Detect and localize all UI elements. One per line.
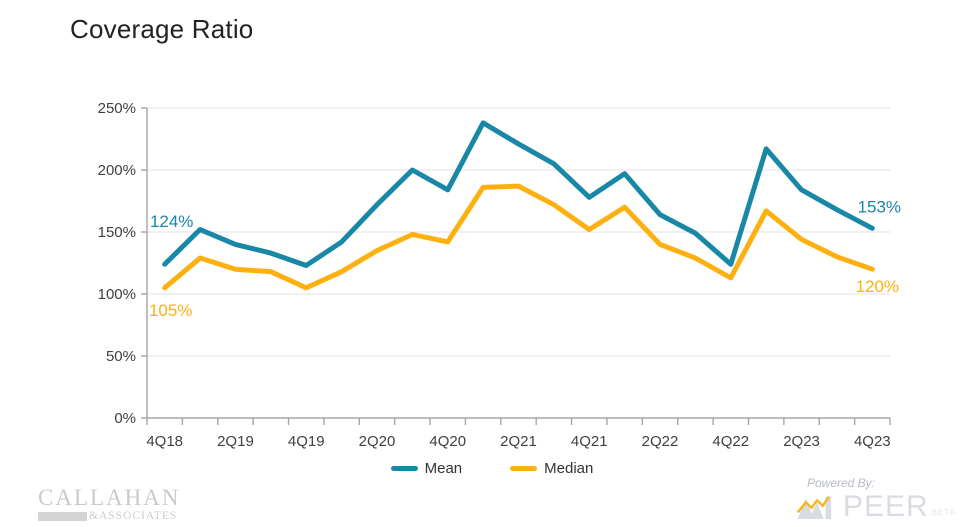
peer-logo-row: PEER BETA bbox=[797, 490, 956, 524]
x-axis-label: 4Q18 bbox=[146, 433, 183, 450]
powered-by-text: Powered By: bbox=[806, 476, 876, 490]
x-axis-label: 2Q20 bbox=[359, 433, 396, 450]
peer-logo: Powered By: PEER BETA bbox=[797, 476, 956, 524]
median-line-swatch bbox=[510, 466, 538, 471]
peer-logo-text: PEER bbox=[842, 490, 929, 524]
point-label-mean-end: 153% bbox=[858, 197, 901, 216]
y-axis-label: 200% bbox=[98, 162, 136, 179]
legend-item-median[interactable]: Median bbox=[510, 460, 593, 477]
series-line-mean bbox=[162, 120, 875, 268]
chart-legend: Mean Median bbox=[147, 460, 837, 477]
x-axis-label: 4Q21 bbox=[571, 433, 608, 450]
legend-label-median: Median bbox=[544, 460, 594, 477]
callahan-associates-text: &ASSOCIATES bbox=[89, 510, 178, 522]
x-axis-label: 4Q22 bbox=[712, 433, 749, 450]
point-label-median-start: 105% bbox=[149, 301, 192, 320]
x-axis-label: 2Q21 bbox=[500, 433, 537, 450]
callahan-associates-logo: CALLAHAN &ASSOCIATES bbox=[38, 486, 181, 522]
point-label-median-end: 120% bbox=[856, 277, 899, 296]
peer-beta-badge: BETA bbox=[931, 508, 956, 518]
callahan-logo-bar bbox=[38, 511, 87, 521]
x-axis-label: 2Q19 bbox=[217, 433, 254, 450]
callahan-logo-text: CALLAHAN bbox=[38, 485, 181, 510]
x-axis-label: 4Q23 bbox=[854, 433, 891, 450]
y-axis-label: 250% bbox=[98, 100, 136, 117]
y-axis-label: 150% bbox=[98, 224, 136, 241]
y-axis-label: 50% bbox=[106, 348, 136, 365]
callahan-logo-subline: &ASSOCIATES bbox=[38, 510, 181, 522]
legend-label-mean: Mean bbox=[424, 460, 463, 477]
mean-line-swatch bbox=[390, 466, 418, 471]
chart-title: Coverage Ratio bbox=[70, 14, 254, 44]
series-line-median bbox=[162, 183, 875, 291]
y-axis-label: 100% bbox=[98, 286, 136, 303]
x-axis-label: 2Q22 bbox=[642, 433, 679, 450]
peer-mountains-icon bbox=[797, 496, 832, 520]
legend-item-mean[interactable]: Mean bbox=[390, 460, 463, 477]
x-axis-label: 4Q19 bbox=[288, 433, 325, 450]
x-axis-label: 2Q23 bbox=[783, 433, 820, 450]
y-axis-label: 0% bbox=[114, 410, 136, 427]
point-label-mean-start: 124% bbox=[150, 212, 193, 231]
x-axis-label: 4Q20 bbox=[429, 433, 466, 450]
